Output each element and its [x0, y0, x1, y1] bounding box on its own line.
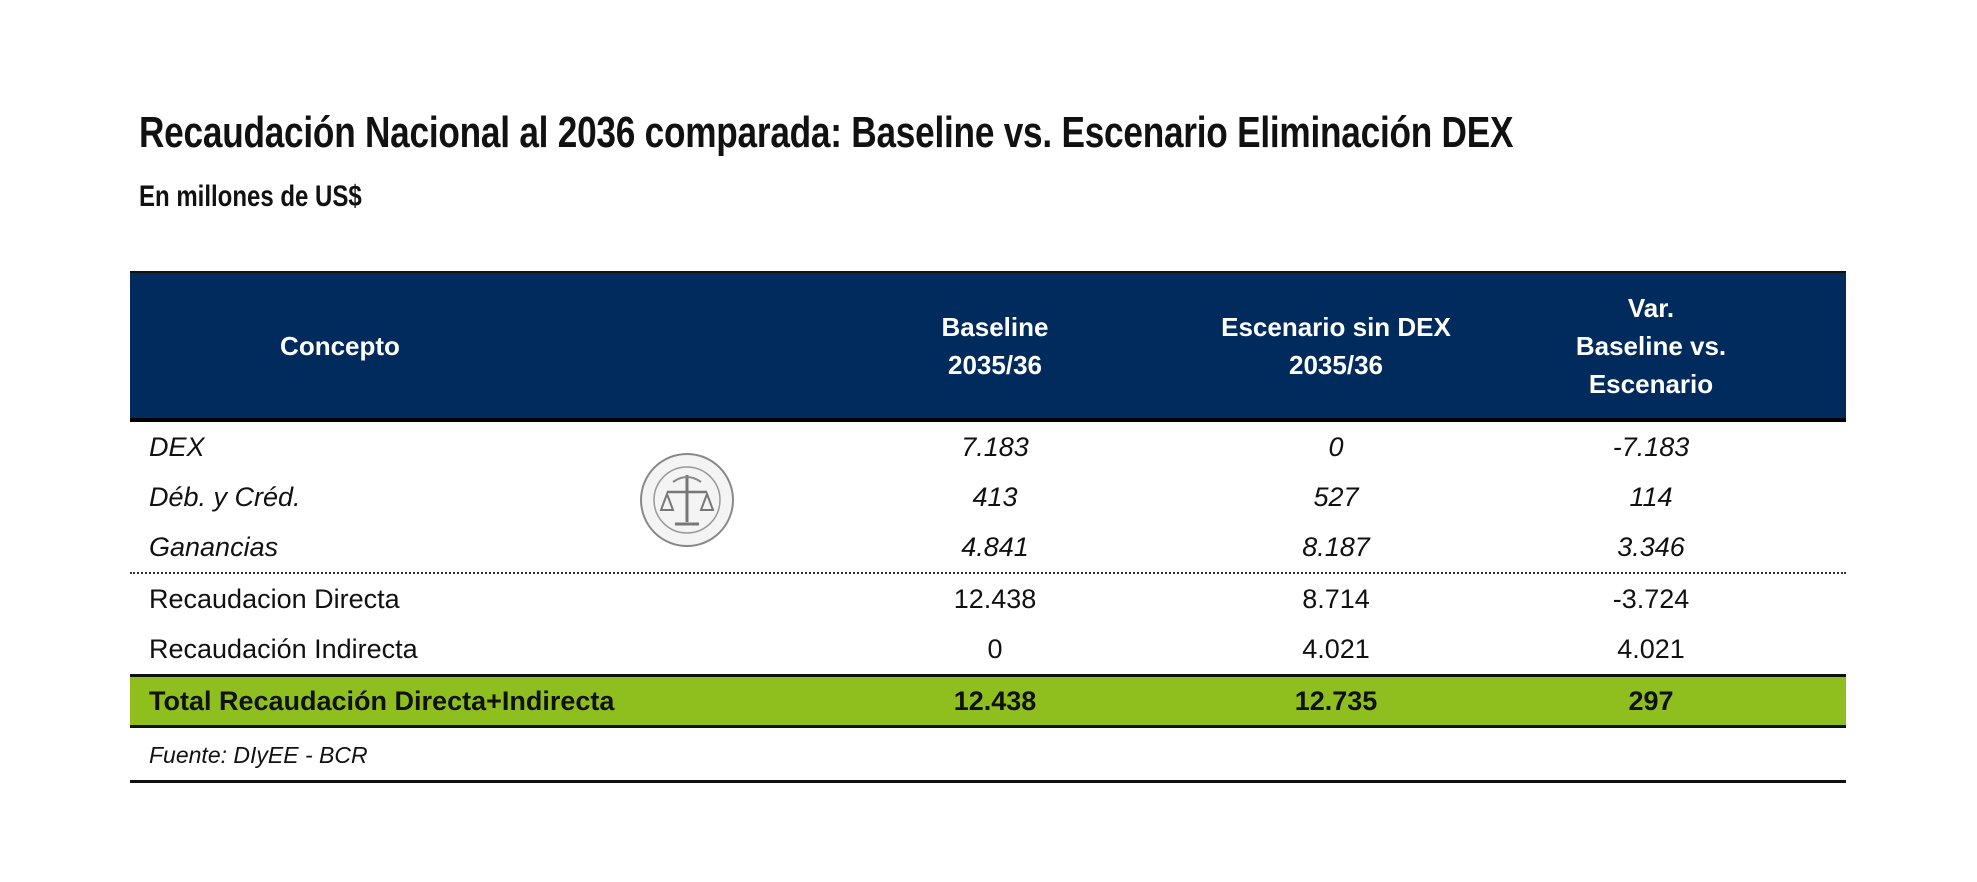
cell-variacion: 3.346: [1617, 532, 1685, 562]
cell-escenario: 0: [1328, 432, 1344, 462]
table-row: Déb. y Créd. 413 527 114: [130, 472, 1846, 522]
cell-variacion: 114: [1629, 482, 1673, 512]
cell-escenario: 527: [1313, 482, 1359, 512]
institutional-seal-icon: [640, 453, 734, 547]
cell-baseline: 4.841: [961, 532, 1029, 562]
page-title: Recaudación Nacional al 2036 comparada: …: [139, 108, 1514, 157]
cell-variacion: -7.183: [1612, 432, 1690, 462]
total-row: Total Recaudación Directa+Indirecta 12.4…: [130, 677, 1846, 728]
table-header: Concepto Baseline 2035/36 Escenario sin …: [130, 271, 1846, 422]
cell-escenario: 8.714: [1302, 584, 1370, 614]
cell-baseline: 0: [987, 634, 1003, 664]
table-row: Recaudación Indirecta 0 4.021 4.021: [130, 624, 1846, 677]
cell-variacion: 4.021: [1617, 634, 1685, 664]
row-label: Recaudación Indirecta: [149, 634, 418, 664]
cell-baseline: 12.438: [953, 584, 1037, 614]
revenue-table: Concepto Baseline 2035/36 Escenario sin …: [130, 271, 1846, 783]
row-label: DEX: [149, 432, 205, 462]
source-note: Fuente: DIyEE - BCR: [130, 728, 1846, 783]
cell-variacion: -3.724: [1612, 584, 1690, 614]
table-row: DEX 7.183 0 -7.183: [130, 422, 1846, 472]
header-baseline: Baseline 2035/36: [941, 311, 1049, 380]
cell-escenario: 4.021: [1302, 634, 1370, 664]
table-row: Recaudacion Directa 12.438 8.714 -3.724: [130, 574, 1846, 624]
header-variacion: Var. Baseline vs. Escenario: [1575, 292, 1727, 399]
header-concepto: Concepto: [280, 330, 400, 361]
cell-baseline: 12.438: [953, 686, 1037, 716]
row-label: Total Recaudación Directa+Indirecta: [149, 686, 615, 716]
cell-escenario: 12.735: [1294, 686, 1378, 716]
row-label: Déb. y Créd.: [149, 482, 301, 512]
page-subtitle: En millones de US$: [139, 180, 362, 213]
row-label: Ganancias: [149, 532, 279, 562]
cell-variacion: 297: [1628, 686, 1674, 716]
cell-escenario: 8.187: [1302, 532, 1370, 562]
header-escenario: Escenario sin DEX 2035/36: [1221, 311, 1451, 380]
row-label: Recaudacion Directa: [149, 584, 400, 614]
table-row: Ganancias 4.841 8.187 3.346: [130, 522, 1846, 574]
cell-baseline: 413: [972, 482, 1018, 512]
cell-baseline: 7.183: [961, 432, 1029, 462]
